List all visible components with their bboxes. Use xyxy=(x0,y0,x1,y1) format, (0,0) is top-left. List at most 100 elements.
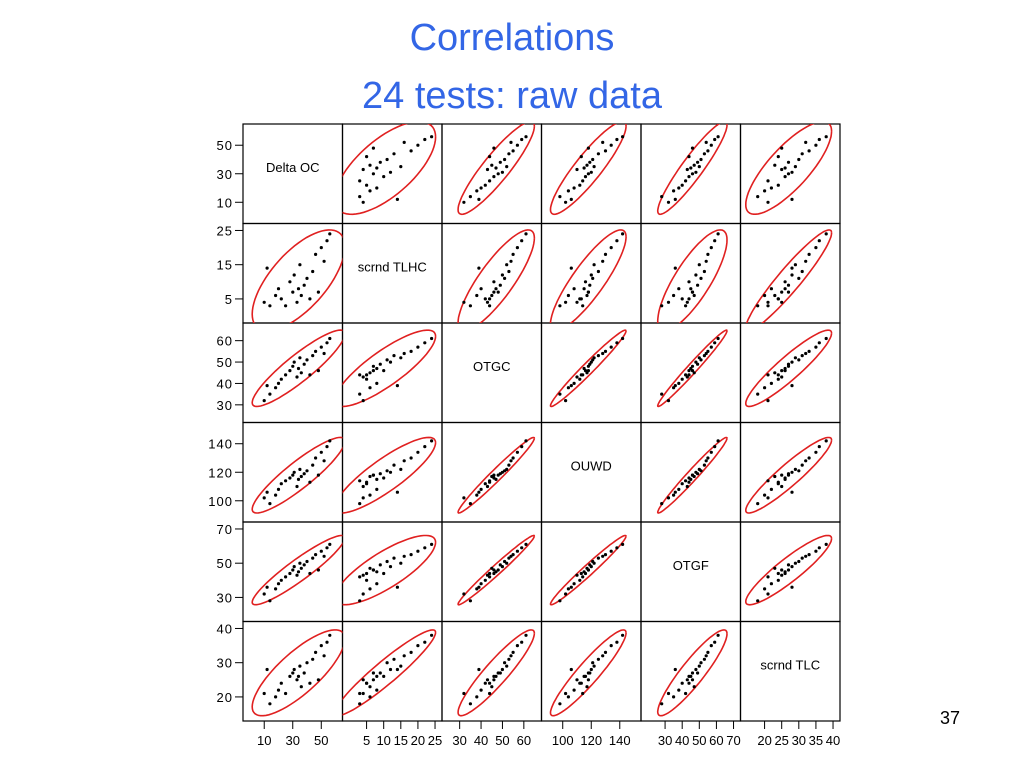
data-point xyxy=(609,246,613,250)
data-point xyxy=(569,197,573,201)
data-point xyxy=(477,585,481,589)
data-point xyxy=(800,269,804,274)
data-point xyxy=(368,189,372,193)
data-point xyxy=(564,691,568,696)
density-ellipse xyxy=(549,124,627,216)
data-point xyxy=(569,667,573,672)
data-point xyxy=(790,170,794,174)
data-point xyxy=(430,542,434,547)
data-point xyxy=(684,691,688,696)
data-point xyxy=(817,341,821,345)
data-point xyxy=(371,172,375,176)
data-point xyxy=(430,633,434,637)
data-point xyxy=(786,563,791,567)
data-point xyxy=(361,167,365,172)
data-point xyxy=(520,445,524,449)
data-point xyxy=(311,463,315,467)
data-point xyxy=(314,456,318,460)
data-point xyxy=(479,287,483,291)
data-point xyxy=(763,587,767,591)
data-point xyxy=(399,356,403,360)
data-point xyxy=(500,273,504,277)
data-point xyxy=(572,381,576,385)
data-point xyxy=(262,691,266,696)
data-point xyxy=(296,366,301,371)
data-point xyxy=(494,477,498,481)
data-point xyxy=(780,369,784,373)
data-point xyxy=(696,283,700,287)
data-point xyxy=(588,283,592,287)
data-point xyxy=(582,674,586,679)
data-point xyxy=(804,351,808,356)
data-point xyxy=(773,371,777,375)
data-point xyxy=(786,283,791,287)
data-point xyxy=(790,384,794,388)
data-point xyxy=(704,140,708,144)
data-point xyxy=(790,266,794,270)
data-point xyxy=(589,170,593,174)
data-point xyxy=(291,568,295,572)
data-point xyxy=(575,300,579,304)
data-point xyxy=(609,549,613,553)
data-point xyxy=(322,259,326,263)
data-point xyxy=(685,167,689,172)
data-point xyxy=(392,354,396,358)
data-point xyxy=(621,633,625,637)
data-point xyxy=(814,450,818,454)
x-tick-label: 20 xyxy=(411,733,425,748)
data-point xyxy=(503,661,507,665)
data-point xyxy=(558,599,562,603)
data-point xyxy=(371,678,375,682)
data-point xyxy=(709,644,713,648)
data-point xyxy=(603,252,608,256)
data-point xyxy=(666,496,671,500)
data-point xyxy=(697,165,701,169)
y-tick-label: 50 xyxy=(217,556,233,571)
data-point xyxy=(319,246,323,250)
data-point xyxy=(395,667,399,672)
data-point xyxy=(371,473,375,477)
data-point xyxy=(677,688,681,692)
data-point xyxy=(477,266,481,270)
data-point xyxy=(591,276,595,280)
data-point xyxy=(807,149,811,153)
data-point xyxy=(365,571,369,576)
data-point xyxy=(575,573,579,577)
data-point xyxy=(564,200,568,204)
data-point xyxy=(716,232,720,236)
y-tick-label: 40 xyxy=(217,376,233,391)
y-tick-label: 15 xyxy=(217,258,233,273)
density-ellipse xyxy=(656,629,728,717)
x-tick-label: 100 xyxy=(552,733,574,748)
data-point xyxy=(824,232,828,236)
data-point xyxy=(375,477,379,481)
x-tick-label: 120 xyxy=(580,733,602,748)
data-point xyxy=(699,661,703,665)
data-point xyxy=(378,160,382,164)
data-point xyxy=(265,266,269,270)
data-point xyxy=(582,366,586,371)
data-point xyxy=(790,197,794,201)
data-point xyxy=(601,259,605,263)
data-point xyxy=(265,490,269,494)
data-point xyxy=(780,568,784,572)
data-point xyxy=(524,633,528,637)
data-point xyxy=(716,336,720,341)
data-point xyxy=(299,566,303,570)
data-point xyxy=(589,273,593,277)
data-point xyxy=(609,143,613,147)
data-point xyxy=(299,685,303,689)
data-point xyxy=(702,354,707,358)
data-point xyxy=(382,369,386,373)
data-point xyxy=(314,349,318,353)
data-point xyxy=(284,575,288,579)
data-point xyxy=(699,358,703,362)
data-point xyxy=(365,155,369,159)
data-point xyxy=(660,392,664,396)
data-point xyxy=(763,189,767,193)
data-point xyxy=(797,469,801,473)
data-point xyxy=(696,160,700,164)
data-point xyxy=(483,681,487,685)
data-point xyxy=(706,650,710,655)
data-point xyxy=(358,599,362,603)
